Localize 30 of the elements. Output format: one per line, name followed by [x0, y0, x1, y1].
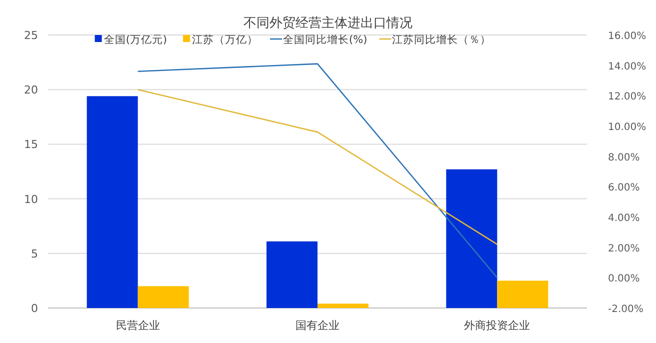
y2-tick-label: 10.00%: [608, 122, 646, 133]
legend-label: 全国同比增长(%): [283, 33, 368, 46]
bar: [497, 280, 548, 308]
bar: [138, 286, 189, 308]
y2-tick-label: 2.00%: [608, 243, 640, 254]
y-tick-label: 10: [24, 192, 38, 206]
y-tick-label: 20: [24, 84, 38, 97]
y2-tick-label: 0.00%: [608, 274, 640, 285]
x-tick-label: 民营企业: [116, 319, 160, 332]
y-tick-label: 0: [31, 302, 38, 315]
y2-tick-label: 6.00%: [608, 182, 640, 194]
y2-tick-label: 16.00%: [608, 31, 646, 42]
bar: [86, 96, 138, 308]
y-tick-label: 15: [24, 138, 38, 152]
y-tick-label: 25: [24, 29, 38, 42]
chart-title: 不同外贸经营主体进出口情况: [244, 15, 412, 31]
x-tick-label: 外商投资企业: [464, 319, 530, 332]
legend-label: 江苏同比增长（％）: [392, 33, 492, 46]
y-tick-label: 5: [31, 247, 38, 260]
bar: [446, 169, 498, 308]
legend-label: 江苏（万亿）: [192, 33, 258, 46]
y2-tick-label: 14.00%: [608, 61, 646, 72]
legend-label: 全国(万亿元): [104, 34, 168, 46]
bar: [266, 241, 318, 308]
y2-tick-label: 8.00%: [608, 152, 640, 164]
y2-tick-label: 4.00%: [608, 213, 640, 224]
y2-tick-label: -2.00%: [608, 304, 644, 315]
bar: [318, 304, 368, 308]
x-tick-label: 国有企业: [296, 319, 340, 332]
y2-tick-label: 12.00%: [608, 92, 646, 103]
